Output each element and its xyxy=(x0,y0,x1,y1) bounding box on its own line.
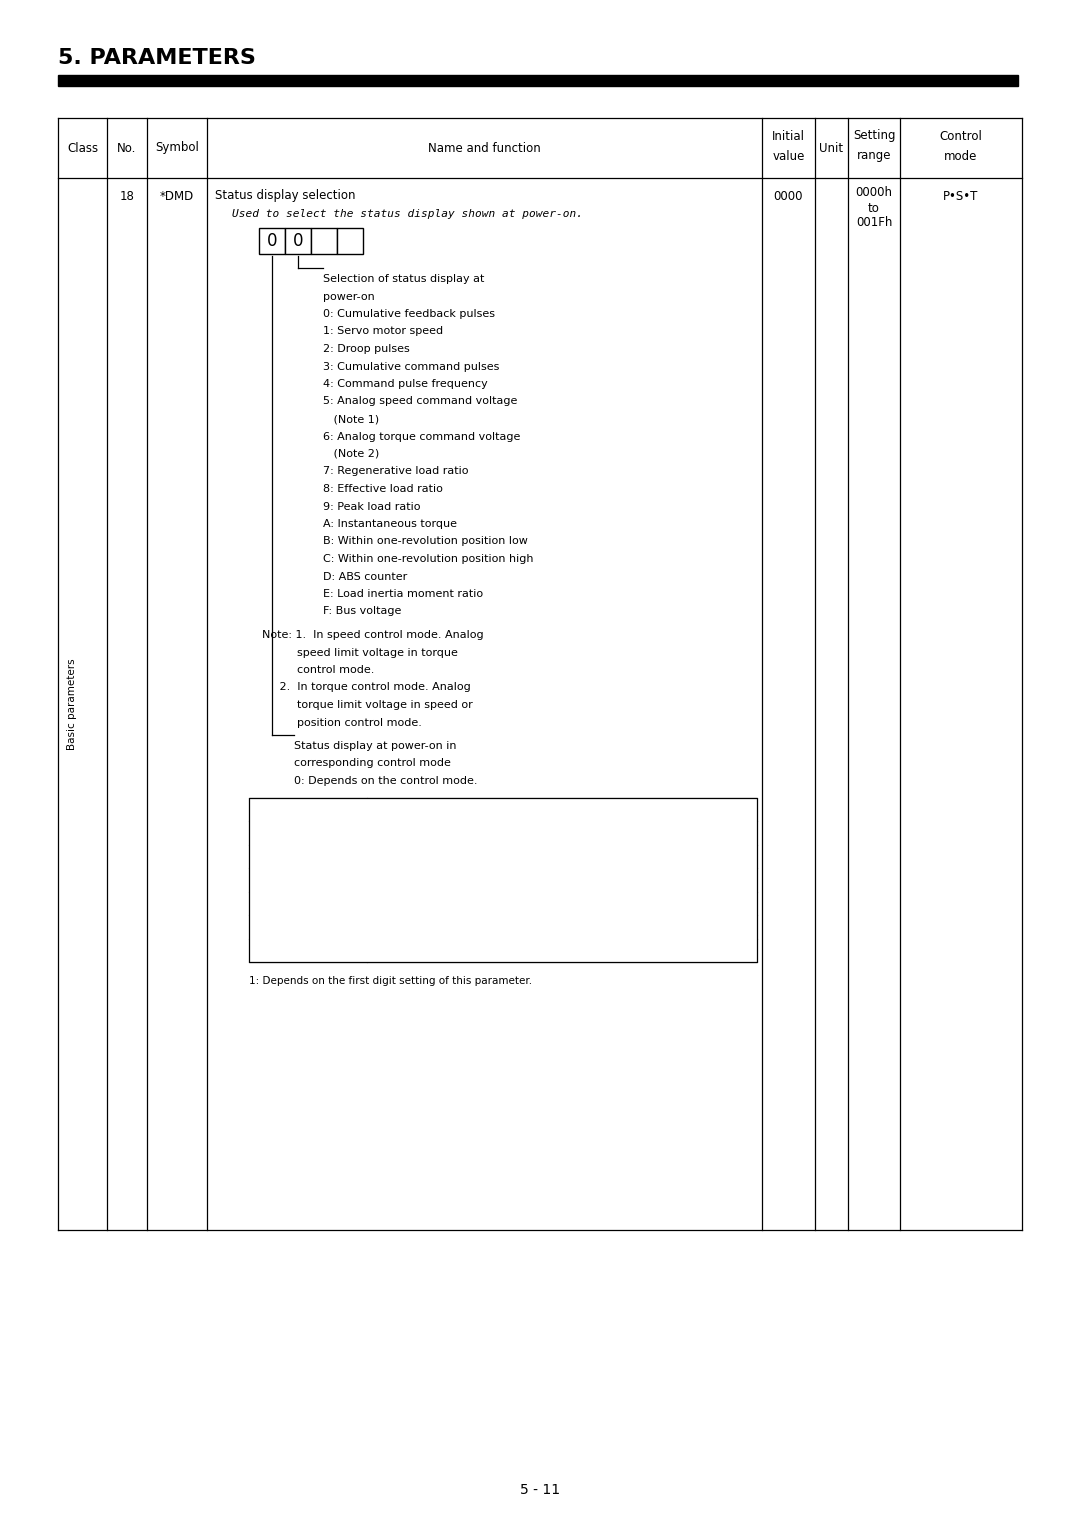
Text: Note: 1.  In speed control mode. Analog: Note: 1. In speed control mode. Analog xyxy=(262,630,484,640)
Text: Cumulative feedback pulses: Cumulative feedback pulses xyxy=(488,828,636,837)
Text: Analog torque command voltage: Analog torque command voltage xyxy=(476,921,648,932)
Text: Torque/position: Torque/position xyxy=(268,946,348,955)
Text: 8: Effective load ratio: 8: Effective load ratio xyxy=(323,484,443,494)
Bar xyxy=(337,228,363,254)
Text: A: Instantaneous torque: A: Instantaneous torque xyxy=(323,520,457,529)
Text: Status display selection: Status display selection xyxy=(215,189,355,203)
Text: Selection of status display at: Selection of status display at xyxy=(323,274,484,284)
Text: 1: Servo motor speed: 1: Servo motor speed xyxy=(323,327,443,336)
Text: E: Load inertia moment ratio: E: Load inertia moment ratio xyxy=(323,588,483,599)
Text: 1: Depends on the first digit setting of this parameter.: 1: Depends on the first digit setting of… xyxy=(249,976,532,986)
Text: P•S•T: P•S•T xyxy=(943,189,978,203)
Text: Control Mode: Control Mode xyxy=(271,804,346,814)
Text: Speed: Speed xyxy=(292,874,324,885)
Text: Symbol: Symbol xyxy=(156,142,199,154)
Text: C: Within one-revolution position high: C: Within one-revolution position high xyxy=(323,555,534,564)
Text: Name and function: Name and function xyxy=(428,142,541,154)
Text: value: value xyxy=(772,150,805,162)
Text: Speed/torque: Speed/torque xyxy=(273,898,343,908)
Text: Position: Position xyxy=(287,828,328,837)
Text: Position/speed: Position/speed xyxy=(270,851,346,862)
Text: Cumulative feedback pulses/servo motor speed: Cumulative feedback pulses/servo motor s… xyxy=(437,851,687,862)
Text: 9: Peak load ratio: 9: Peak load ratio xyxy=(323,501,420,512)
Text: 0000h: 0000h xyxy=(855,186,892,200)
Text: 5 - 11: 5 - 11 xyxy=(519,1484,561,1497)
Text: power-on: power-on xyxy=(323,292,375,301)
Text: 0: 0 xyxy=(267,232,278,251)
Text: Used to select the status display shown at power-on.: Used to select the status display shown … xyxy=(232,209,583,219)
Text: 7: Regenerative load ratio: 7: Regenerative load ratio xyxy=(323,466,469,477)
Text: 2.  In torque control mode. Analog: 2. In torque control mode. Analog xyxy=(262,683,471,692)
Text: F: Bus voltage: F: Bus voltage xyxy=(323,607,402,616)
Text: (Note 1): (Note 1) xyxy=(323,414,379,423)
Text: Class: Class xyxy=(67,142,98,154)
Text: corresponding control mode: corresponding control mode xyxy=(294,758,450,769)
Text: 5: Analog speed command voltage: 5: Analog speed command voltage xyxy=(323,396,517,406)
Text: 18: 18 xyxy=(120,189,134,203)
Text: Control: Control xyxy=(940,130,983,142)
Text: to: to xyxy=(868,202,880,214)
Text: Basic parameters: Basic parameters xyxy=(67,659,77,750)
Text: 0: Depends on the control mode.: 0: Depends on the control mode. xyxy=(294,776,477,785)
Text: 0000: 0000 xyxy=(773,189,804,203)
Text: Servo motor speed/analog torque command voltage: Servo motor speed/analog torque command … xyxy=(426,898,699,908)
Text: 2: Droop pulses: 2: Droop pulses xyxy=(323,344,409,354)
Text: No.: No. xyxy=(118,142,137,154)
Text: 5. PARAMETERS: 5. PARAMETERS xyxy=(58,47,256,69)
Text: torque limit voltage in speed or: torque limit voltage in speed or xyxy=(262,700,473,711)
Text: Setting: Setting xyxy=(853,130,895,142)
Text: Servo motor speed: Servo motor speed xyxy=(512,874,611,885)
Text: (Note 2): (Note 2) xyxy=(323,449,379,458)
Text: Initial: Initial xyxy=(772,130,805,142)
Text: Status display at power-on in: Status display at power-on in xyxy=(294,741,457,750)
Text: mode: mode xyxy=(944,150,977,162)
Text: range: range xyxy=(856,150,891,162)
Bar xyxy=(259,228,285,254)
Text: B: Within one-revolution position low: B: Within one-revolution position low xyxy=(323,536,528,547)
Text: control mode.: control mode. xyxy=(262,665,375,675)
Text: 0: Cumulative feedback pulses: 0: Cumulative feedback pulses xyxy=(323,309,495,319)
Bar xyxy=(249,798,757,963)
Text: 3: Cumulative command pulses: 3: Cumulative command pulses xyxy=(323,362,499,371)
Text: *DMD: *DMD xyxy=(160,189,194,203)
Text: Status display at power-on: Status display at power-on xyxy=(488,804,636,814)
Bar xyxy=(311,228,337,254)
Text: 4: Command pulse frequency: 4: Command pulse frequency xyxy=(323,379,488,390)
Text: 6: Analog torque command voltage: 6: Analog torque command voltage xyxy=(323,431,521,442)
Text: Analog torque command voltage/cumulative feedback pulses: Analog torque command voltage/cumulative… xyxy=(402,946,723,955)
Bar xyxy=(58,75,1018,86)
Text: position control mode.: position control mode. xyxy=(262,718,422,727)
Text: D: ABS counter: D: ABS counter xyxy=(323,571,407,582)
Text: 001Fh: 001Fh xyxy=(855,217,892,229)
Text: Unit: Unit xyxy=(820,142,843,154)
Text: 0: 0 xyxy=(293,232,303,251)
Text: Torque: Torque xyxy=(291,921,325,932)
Text: speed limit voltage in torque: speed limit voltage in torque xyxy=(262,648,458,657)
Bar xyxy=(285,228,311,254)
